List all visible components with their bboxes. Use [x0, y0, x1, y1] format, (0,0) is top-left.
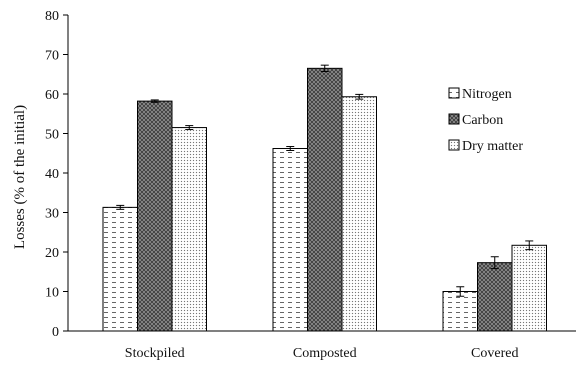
- bar-nitrogen-composted: [272, 148, 308, 332]
- category-label-stockpiled: Stockpiled: [125, 346, 185, 361]
- category-label-covered: Covered: [471, 346, 518, 361]
- legend-swatch-dry-matter: [448, 139, 460, 151]
- bar-nitrogen-covered: [442, 291, 478, 332]
- y-tick-label: 10: [45, 286, 59, 301]
- bar-dry-matter-covered: [511, 244, 547, 332]
- y-tick-label: 50: [45, 128, 59, 143]
- y-tick-label: 60: [45, 88, 59, 103]
- y-tick-label: 30: [45, 207, 59, 222]
- y-tick-label: 80: [45, 9, 59, 24]
- bar-carbon-composted: [307, 67, 343, 332]
- y-tick-label: 20: [45, 246, 59, 261]
- bar-carbon-covered: [477, 262, 513, 332]
- y-tick-label: 0: [52, 325, 59, 340]
- y-tick-label: 70: [45, 49, 59, 64]
- legend-label-carbon: Carbon: [462, 113, 503, 128]
- category-label-composted: Composted: [293, 346, 357, 361]
- bar-nitrogen-stockpiled: [102, 206, 138, 332]
- legend-swatch-nitrogen: [448, 87, 460, 99]
- bar-carbon-stockpiled: [137, 100, 173, 332]
- y-axis-label: Losses (% of the initial): [12, 105, 28, 249]
- legend-label-nitrogen: Nitrogen: [462, 87, 512, 102]
- legend-label-dry-matter: Dry matter: [462, 139, 523, 154]
- y-tick-label: 40: [45, 167, 59, 182]
- bar-dry-matter-composted: [341, 96, 377, 332]
- legend-swatch-carbon: [448, 113, 460, 125]
- bar-dry-matter-stockpiled: [171, 127, 207, 332]
